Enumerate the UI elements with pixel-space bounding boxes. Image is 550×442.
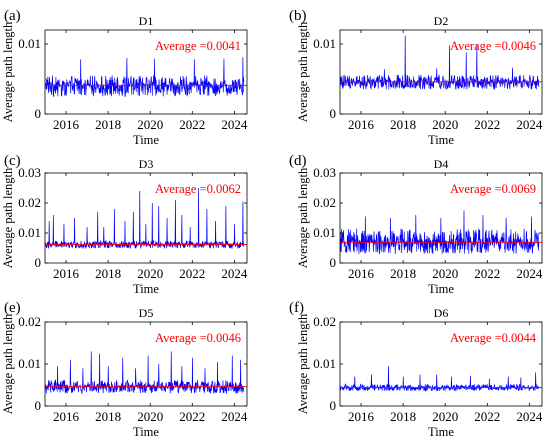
y-tick-label: 0 — [35, 398, 42, 413]
panel-title: D5 — [139, 306, 154, 320]
x-tick-label: 2024 — [516, 117, 543, 132]
x-tick-label: 2020 — [432, 409, 458, 424]
x-tick-label: 2018 — [95, 117, 121, 132]
series-line-d1 — [45, 57, 245, 98]
axes-box — [44, 172, 248, 264]
average-annotation: Average =0.0046 — [450, 39, 536, 53]
panel-title: D3 — [139, 157, 154, 171]
x-axis-label: Time — [133, 133, 159, 147]
panel-letter: (f) — [289, 300, 304, 316]
x-tick-label: 2022 — [474, 266, 500, 281]
x-tick-label: 2020 — [432, 117, 458, 132]
series-line-d3 — [45, 187, 245, 250]
x-tick-label: 2016 — [53, 409, 80, 424]
x-tick-label: 2024 — [221, 117, 248, 132]
x-tick-label: 2018 — [390, 409, 416, 424]
x-tick-label: 2020 — [432, 266, 458, 281]
y-axis-label: Average path length — [1, 313, 15, 414]
y-tick-label: 0 — [330, 106, 337, 121]
x-axis-label: Time — [133, 282, 159, 296]
x-tick-label: 2018 — [95, 266, 121, 281]
x-axis-label: Time — [428, 282, 454, 296]
y-axis-label: Average path length — [296, 21, 310, 122]
x-tick-label: 2020 — [137, 266, 163, 281]
panel-d6: 2016 2018 2020 2022 202400.010.02D6(f)Averag… — [289, 300, 543, 439]
axes-box — [44, 29, 248, 115]
x-tick-label: 2022 — [474, 409, 500, 424]
x-tick-label: 2020 — [137, 117, 163, 132]
y-tick-label: 0.01 — [313, 225, 336, 240]
x-tick-label: 2020 — [137, 409, 163, 424]
panel-letter: (c) — [4, 153, 21, 169]
panel-letter: (a) — [4, 8, 21, 24]
panel-d5: 2016 2018 2020 2022 202400.010.02D5(e)Averag… — [1, 300, 248, 439]
panel-title: D6 — [434, 306, 449, 320]
x-tick-label: 2018 — [390, 266, 416, 281]
panel-letter: (e) — [4, 300, 21, 316]
panel-d4: 2016 2018 2020 2022 202400.010.020.03D4(d)Av… — [289, 153, 543, 296]
x-tick-label: 2016 — [348, 409, 375, 424]
y-tick-label: 0.02 — [18, 195, 41, 210]
panel-d3: 2016 2018 2020 2022 202400.010.020.03D3(c)Av… — [1, 153, 248, 296]
series-line-d2 — [340, 35, 540, 91]
y-tick-label: 0.01 — [18, 225, 41, 240]
x-tick-label: 2016 — [53, 266, 80, 281]
average-annotation: Average =0.0044 — [450, 331, 537, 345]
y-axis-label: Average path length — [1, 167, 15, 268]
x-tick-label: 2016 — [348, 117, 375, 132]
y-tick-label: 0 — [35, 106, 42, 121]
series-line-d5 — [45, 351, 245, 395]
average-annotation: Average =0.0069 — [450, 182, 536, 196]
y-tick-label: 0.03 — [313, 165, 336, 180]
x-tick-label: 2016 — [348, 266, 375, 281]
y-tick-label: 0.02 — [18, 314, 41, 329]
average-annotation: Average =0.0041 — [155, 39, 241, 53]
y-tick-label: 0.01 — [18, 356, 41, 371]
y-axis-label: Average path length — [296, 313, 310, 414]
y-tick-label: 0 — [35, 255, 42, 270]
average-annotation: Average =0.0046 — [155, 331, 241, 345]
y-tick-label: 0.03 — [18, 165, 41, 180]
y-tick-label: 0.01 — [313, 356, 336, 371]
axes-box — [339, 29, 543, 115]
panel-d1: 2016 2018 2020 2022 2024 0 0.01 D1 (a) Average =0… — [1, 8, 248, 147]
y-tick-label: 0 — [330, 398, 337, 413]
x-tick-label: 2022 — [179, 117, 205, 132]
y-tick-label: 0.02 — [313, 195, 336, 210]
y-axis-label: Average path length — [296, 167, 310, 268]
x-tick-label: 2018 — [390, 117, 416, 132]
x-tick-label: 2018 — [95, 409, 121, 424]
x-tick-label: 2016 — [53, 117, 80, 132]
x-axis-label: Time — [428, 425, 454, 439]
panel-d2: 2016 2018 2020 2022 2024 0 0.01 D2 (b) Average =0… — [289, 8, 543, 147]
y-axis-label: Average path length — [1, 21, 15, 122]
y-tick-label: 0.02 — [313, 314, 336, 329]
panel-title: D4 — [434, 157, 449, 171]
x-tick-label: 2022 — [179, 409, 205, 424]
panel-letter: (d) — [289, 153, 307, 169]
average-annotation: Average =0.0062 — [155, 182, 241, 196]
y-tick-label: 0.01 — [18, 36, 41, 51]
panel-title: D1 — [139, 14, 154, 28]
x-axis-label: Time — [133, 425, 159, 439]
x-tick-label: 2024 — [516, 409, 543, 424]
x-tick-label: 2024 — [516, 266, 543, 281]
y-tick-label: 0 — [330, 255, 337, 270]
series-line-d4 — [340, 210, 540, 255]
x-tick-label: 2022 — [474, 117, 500, 132]
x-tick-label: 2024 — [221, 409, 248, 424]
x-tick-label: 2022 — [179, 266, 205, 281]
x-axis-label: Time — [428, 133, 454, 147]
panel-title: D2 — [434, 14, 449, 28]
y-tick-label: 0.01 — [313, 36, 336, 51]
axes-box — [339, 172, 543, 264]
x-tick-label: 2024 — [221, 266, 248, 281]
panel-letter: (b) — [289, 8, 307, 24]
